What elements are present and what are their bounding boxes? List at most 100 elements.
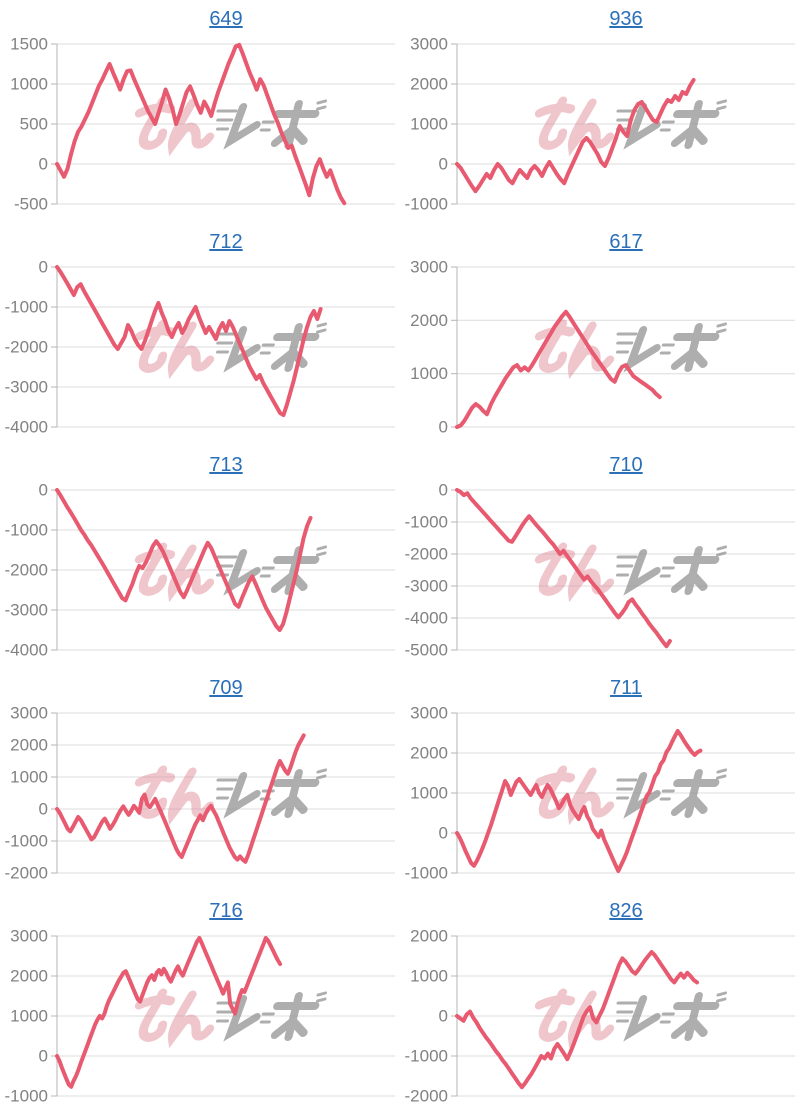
machine-number-link[interactable]: 711 bbox=[610, 677, 642, 699]
slump-graph: 0 -1000 -2000 -3000 -4000 -5000 bbox=[400, 478, 800, 669]
minrepo-watermark bbox=[534, 988, 728, 1049]
y-tick-label: -4000 bbox=[5, 418, 48, 437]
slump-line bbox=[455, 729, 703, 873]
slump-graph: 0 -1000 -2000 -3000 -4000 bbox=[0, 478, 400, 669]
chart-title-row: 649 bbox=[57, 8, 395, 32]
slump-graph-svg: 3000 2000 1000 0 bbox=[410, 258, 795, 437]
y-tick-label: -3000 bbox=[5, 601, 48, 620]
y-tick-label: 2000 bbox=[410, 744, 448, 763]
y-tick-label: -5000 bbox=[405, 641, 448, 660]
y-tick-label: 0 bbox=[39, 155, 48, 174]
y-tick-label: -1000 bbox=[405, 195, 448, 214]
y-tick-label: 1000 bbox=[10, 75, 48, 94]
y-tick-label: 1000 bbox=[410, 784, 448, 803]
slump-chart-cell: 716 3000 2000 1000 0 -1000 bbox=[0, 892, 400, 1115]
y-tick-label: 2000 bbox=[410, 927, 448, 946]
slump-chart-cell: 936 3000 2000 1000 0 -1000 bbox=[400, 0, 800, 223]
minrepo-watermark bbox=[134, 542, 328, 603]
machine-number-link[interactable]: 716 bbox=[209, 900, 243, 922]
machine-number-link[interactable]: 709 bbox=[209, 677, 243, 699]
chart-title-row: 936 bbox=[457, 8, 795, 32]
slump-line bbox=[55, 42, 347, 206]
slump-chart-cell: 617 3000 2000 1000 0 bbox=[400, 223, 800, 446]
y-tick-label: 1000 bbox=[410, 364, 448, 383]
slump-chart-cell: 710 0 -1000 -2000 -3000 -4000 -5000 bbox=[400, 446, 800, 669]
y-tick-label: -1000 bbox=[5, 298, 48, 317]
minrepo-watermark bbox=[134, 765, 328, 826]
slump-chart-cell: 649 1500 1000 500 0 -500 bbox=[0, 0, 400, 223]
slump-graph-svg: 2000 1000 0 -1000 -2000 bbox=[405, 927, 795, 1106]
slump-graph: 2000 1000 0 -1000 -2000 bbox=[400, 924, 800, 1115]
y-tick-label: 0 bbox=[39, 1047, 48, 1066]
slump-line bbox=[55, 488, 313, 632]
machine-number-link[interactable]: 712 bbox=[209, 231, 243, 253]
y-tick-label: 500 bbox=[20, 115, 48, 134]
slump-chart-cell: 713 0 -1000 -2000 -3000 -4000 bbox=[0, 446, 400, 669]
y-tick-label: 0 bbox=[439, 418, 448, 437]
y-tick-label: -3000 bbox=[405, 577, 448, 596]
chart-title-row: 713 bbox=[57, 454, 395, 478]
y-tick-label: -4000 bbox=[405, 609, 448, 628]
y-tick-label: 0 bbox=[439, 481, 448, 500]
slump-line bbox=[455, 488, 672, 649]
y-tick-label: 0 bbox=[39, 481, 48, 500]
slump-graph-svg: 3000 2000 1000 0 -1000 bbox=[405, 35, 795, 214]
slump-line bbox=[55, 936, 283, 1089]
y-tick-label: -1000 bbox=[5, 521, 48, 540]
machine-number-link[interactable]: 649 bbox=[209, 8, 243, 30]
y-tick-label: -2000 bbox=[405, 545, 448, 564]
slump-chart-cell: 712 0 -1000 -2000 -3000 -4000 bbox=[0, 223, 400, 446]
y-tick-label: -1000 bbox=[405, 864, 448, 883]
slump-chart-cell: 711 3000 2000 1000 0 -1000 bbox=[400, 669, 800, 892]
y-tick-label: 3000 bbox=[410, 35, 448, 54]
y-tick-label: 0 bbox=[39, 258, 48, 277]
machine-number-link[interactable]: 713 bbox=[209, 454, 243, 476]
chart-title-row: 826 bbox=[457, 900, 795, 924]
y-tick-label: 1500 bbox=[10, 35, 48, 54]
chart-title-row: 711 bbox=[457, 677, 795, 701]
y-tick-label: -4000 bbox=[5, 641, 48, 660]
slump-graph-svg: 0 -1000 -2000 -3000 -4000 bbox=[5, 481, 395, 660]
slump-graph: 3000 2000 1000 0 bbox=[400, 255, 800, 446]
y-tick-label: -1000 bbox=[405, 513, 448, 532]
y-tick-label: -2000 bbox=[5, 338, 48, 357]
slump-line bbox=[455, 78, 696, 194]
chart-title-row: 617 bbox=[457, 231, 795, 255]
y-tick-label: 3000 bbox=[10, 927, 48, 946]
minrepo-watermark bbox=[134, 988, 328, 1049]
y-tick-label: -2000 bbox=[5, 561, 48, 580]
slump-line bbox=[55, 265, 323, 417]
minrepo-watermark bbox=[534, 319, 728, 380]
y-tick-label: -2000 bbox=[405, 1087, 448, 1106]
machine-number-link[interactable]: 710 bbox=[609, 454, 643, 476]
y-tick-label: 2000 bbox=[10, 736, 48, 755]
y-tick-label: -3000 bbox=[5, 378, 48, 397]
slump-graph: 3000 2000 1000 0 -1000 bbox=[0, 924, 400, 1115]
slump-line bbox=[455, 950, 699, 1090]
y-tick-label: 1000 bbox=[410, 967, 448, 986]
chart-title-row: 709 bbox=[57, 677, 395, 701]
slump-graph-svg: 3000 2000 1000 0 -1000 bbox=[405, 704, 795, 883]
y-tick-label: -2000 bbox=[5, 864, 48, 883]
y-tick-label: 1000 bbox=[10, 1007, 48, 1026]
machine-number-link[interactable]: 826 bbox=[609, 900, 643, 922]
machine-number-link[interactable]: 617 bbox=[609, 231, 643, 253]
chart-title-row: 712 bbox=[57, 231, 395, 255]
slump-chart-cell: 709 3000 2000 1000 0 -1000 -2000 bbox=[0, 669, 400, 892]
slump-graph-svg: 3000 2000 1000 0 -1000 -2000 bbox=[5, 704, 395, 883]
machine-number-link[interactable]: 936 bbox=[609, 8, 643, 30]
y-tick-label: 0 bbox=[439, 824, 448, 843]
slump-graph-svg: 3000 2000 1000 0 -1000 bbox=[5, 927, 395, 1106]
y-tick-label: 2000 bbox=[10, 967, 48, 986]
y-tick-label: -1000 bbox=[5, 1087, 48, 1106]
y-tick-label: 3000 bbox=[410, 704, 448, 723]
chart-title-row: 716 bbox=[57, 900, 395, 924]
y-tick-label: 1000 bbox=[10, 768, 48, 787]
slump-graph: 3000 2000 1000 0 -1000 bbox=[400, 701, 800, 892]
slump-graph: 0 -1000 -2000 -3000 -4000 bbox=[0, 255, 400, 446]
slump-line bbox=[455, 309, 662, 429]
slump-graph: 1500 1000 500 0 -500 bbox=[0, 32, 400, 223]
y-tick-label: 2000 bbox=[410, 75, 448, 94]
slump-graph-svg: 0 -1000 -2000 -3000 -4000 bbox=[5, 258, 395, 437]
